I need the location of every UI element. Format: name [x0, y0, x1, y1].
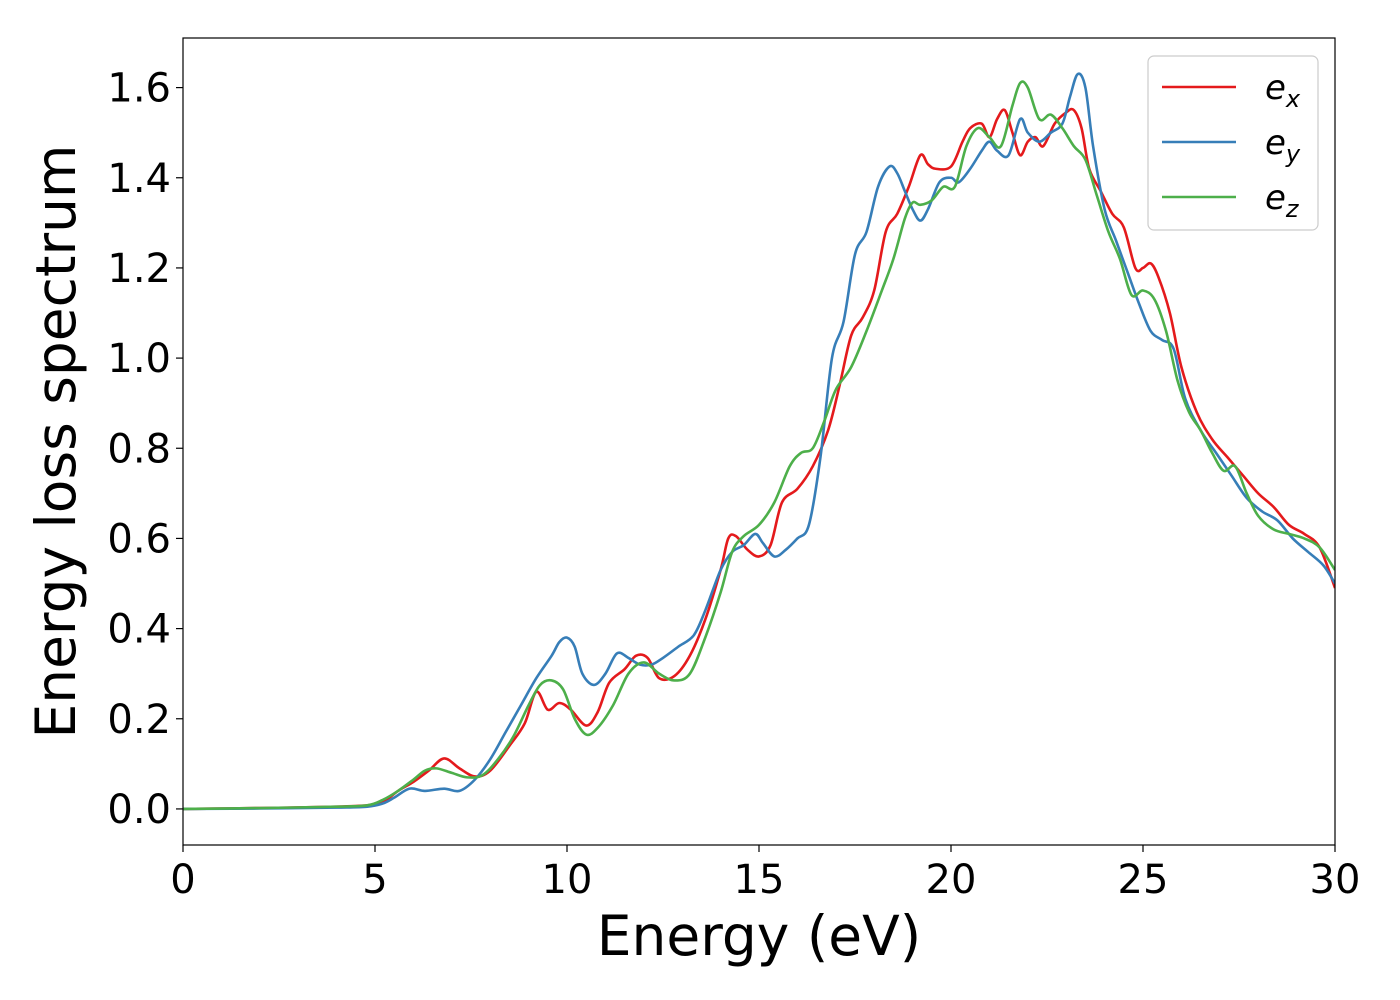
x-axis-title: Energy (eV) — [597, 904, 921, 968]
series-lines — [183, 72, 1335, 811]
legend-label-x: ex — [1265, 68, 1301, 113]
y-tick-label: 0.0 — [107, 787, 171, 833]
legend: ex ey ez — [1147, 55, 1319, 231]
x-tick-label: 25 — [1118, 857, 1169, 903]
y-axis: 0.0 0.2 0.4 0.6 0.8 1.0 1.2 1.4 1.6 — [107, 66, 183, 833]
legend-label-y: ey — [1265, 123, 1301, 168]
y-tick-label: 1.0 — [107, 336, 171, 382]
series-line-y — [183, 72, 1335, 811]
x-tick-label: 10 — [542, 857, 593, 903]
x-tick-label: 0 — [170, 857, 195, 903]
y-tick-label: 0.2 — [107, 697, 171, 743]
x-tick-label: 30 — [1310, 857, 1361, 903]
y-tick-label: 1.6 — [107, 66, 171, 112]
x-tick-label: 15 — [734, 857, 785, 903]
x-axis: 0 5 10 15 20 25 30 — [170, 845, 1360, 903]
y-tick-label: 1.2 — [107, 246, 171, 292]
y-tick-label: 0.8 — [107, 426, 171, 472]
y-axis-title: Energy loss spectrum — [24, 144, 88, 738]
y-tick-label: 1.4 — [107, 156, 171, 202]
y-tick-label: 0.4 — [107, 607, 171, 653]
x-tick-label: 20 — [926, 857, 977, 903]
series-line-z — [183, 80, 1335, 811]
x-tick-label: 5 — [362, 857, 387, 903]
legend-label-z: ez — [1265, 178, 1300, 223]
y-tick-label: 0.6 — [107, 516, 171, 562]
